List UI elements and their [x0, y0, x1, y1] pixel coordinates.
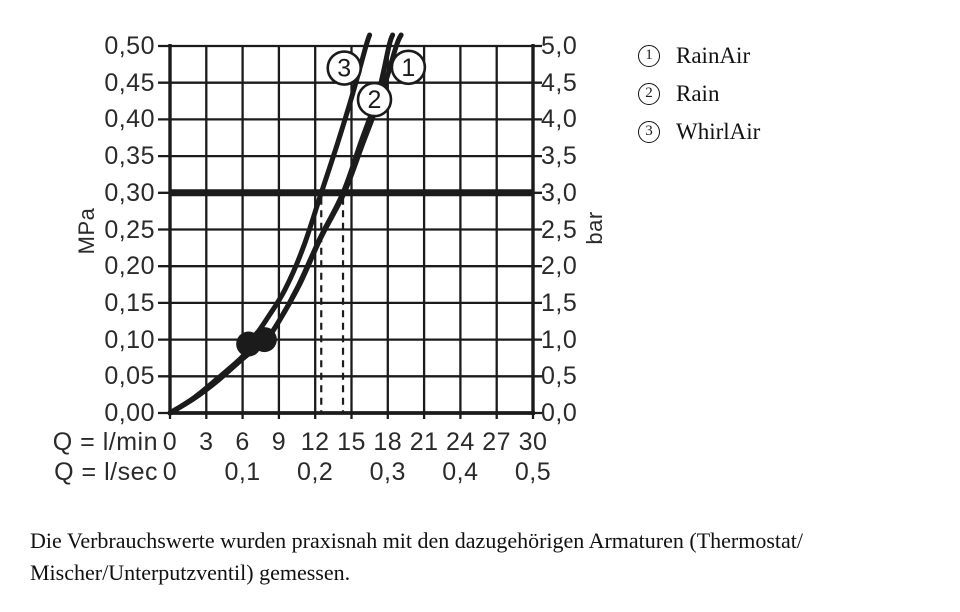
legend-label-rainair: RainAir [676, 43, 751, 68]
y-right-tick-1,0: 1,0 [541, 325, 578, 354]
x-axis-label-lsec: Q = l/sec [54, 458, 158, 486]
legend-item-rain: 2 Rain [638, 81, 760, 106]
y-right-tick-0,0: 0,0 [541, 399, 578, 427]
x-axis-label-lmin: Q = l/min [52, 428, 158, 456]
legend-item-rainair: 1 RainAir [638, 43, 760, 68]
y-left-tick-0,40: 0,40 [104, 105, 155, 134]
y-left-tick-0,50: 0,50 [104, 32, 155, 60]
legend: 1 RainAir 2 Rain 3 WhirlAir [638, 43, 761, 158]
x-lmin-tick-27: 27 [482, 428, 512, 456]
legend-label-rain: Rain [676, 81, 720, 106]
curve-marker-number-rain: 2 [368, 86, 382, 114]
x-lsec-tick-0: 0 [162, 458, 178, 486]
curve-marker-circle-whirlair [326, 50, 363, 86]
y-left-tick-0,20: 0,20 [104, 252, 155, 281]
x-lsec-tick-0,1: 0,1 [224, 458, 261, 486]
y-right-tick-3,0: 3,0 [541, 178, 578, 207]
x-lmin-tick-9: 9 [271, 428, 287, 456]
curve-marker-number-rainair: 1 [401, 54, 415, 82]
x-lsec-tick-0,3: 0,3 [369, 458, 406, 486]
curve-marker-circle-rain [356, 81, 393, 118]
y-right-tick-2,0: 2,0 [541, 252, 578, 281]
legend-number-1-icon: 1 [638, 45, 660, 67]
curve-marker-circle-rainair [390, 49, 427, 86]
y-left-tick-0,35: 0,35 [104, 142, 155, 171]
y-left-tick-0,45: 0,45 [104, 68, 155, 97]
x-lmin-tick-30: 30 [518, 428, 548, 456]
y-left-tick-0,00: 0,00 [104, 399, 155, 427]
curve-whirlair [167, 32, 373, 416]
y-right-tick-1,5: 1,5 [541, 288, 578, 317]
y-right-tick-0,5: 0,5 [541, 362, 578, 391]
x-lmin-tick-18: 18 [373, 428, 403, 456]
measurement-note-line1: Die Verbrauchswerte wurden praxisnah mit… [30, 528, 803, 553]
x-lmin-tick-0: 0 [162, 428, 178, 456]
y-right-tick-2,5: 2,5 [541, 215, 578, 244]
y-left-tick-0,25: 0,25 [104, 215, 155, 244]
y-left-tick-0,10: 0,10 [104, 325, 155, 354]
y-left-tick-0,05: 0,05 [104, 362, 155, 391]
x-lmin-tick-15: 15 [337, 428, 366, 456]
y-right-tick-5,0: 5,0 [541, 32, 578, 60]
y-left-tick-0,15: 0,15 [104, 288, 155, 317]
x-lmin-tick-6: 6 [235, 428, 250, 456]
x-lmin-tick-12: 12 [300, 428, 330, 456]
x-lmin-tick-24: 24 [445, 428, 475, 456]
legend-label-whirlair: WhirlAir [676, 119, 761, 144]
x-lsec-tick-0,2: 0,2 [297, 458, 334, 486]
y-left-tick-0,30: 0,30 [104, 178, 155, 207]
x-lsec-tick-0,4: 0,4 [442, 458, 479, 486]
y-right-tick-4,0: 4,0 [541, 105, 578, 134]
measurement-dot [251, 327, 277, 353]
measurement-note-line2: Mischer/Unterputzventil) gemessen. [30, 560, 351, 585]
x-lsec-tick-0,5: 0,5 [514, 458, 552, 486]
x-lmin-tick-3: 3 [199, 428, 214, 456]
measurement-note: Die Verbrauchswerte wurden praxisnah mit… [30, 525, 910, 589]
legend-item-whirlair: 3 WhirlAir [638, 119, 761, 144]
curve-marker-number-whirlair: 3 [337, 55, 351, 83]
legend-number-2-icon: 2 [638, 83, 660, 105]
legend-number-3-icon: 3 [638, 121, 660, 143]
y-right-tick-4,5: 4,5 [541, 68, 578, 97]
x-lmin-tick-21: 21 [409, 428, 439, 456]
y-right-tick-3,5: 3,5 [541, 142, 578, 171]
